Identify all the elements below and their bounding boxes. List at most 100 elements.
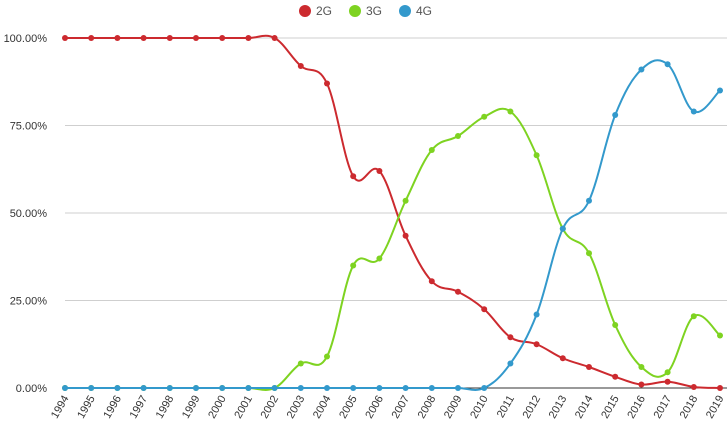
- series-line-4g: [64, 59, 721, 391]
- y-tick-label: 50.00%: [10, 208, 48, 220]
- data-point-3g-2007: [402, 197, 409, 204]
- data-point-4g-2013: [559, 225, 566, 232]
- legend-label-2g: 2G: [316, 4, 332, 18]
- data-point-4g-2000: [219, 385, 226, 391]
- data-point-4g-2014: [586, 197, 592, 204]
- series-2g: [62, 34, 723, 391]
- data-point-3g-2004: [324, 353, 330, 360]
- data-point-2g-2019: [717, 385, 723, 391]
- data-point-4g-2005: [350, 385, 357, 391]
- legend-swatch-3g: [349, 5, 361, 17]
- data-point-2g-2004: [324, 80, 330, 87]
- x-tick-label: 2001: [232, 394, 255, 421]
- y-tick-label: 0.00%: [16, 383, 47, 395]
- x-tick-label: 1999: [180, 394, 203, 421]
- y-tick-label: 25.00%: [10, 296, 48, 308]
- data-point-4g-2011: [507, 360, 514, 367]
- data-point-4g-2001: [245, 385, 252, 391]
- data-point-2g-1998: [166, 35, 173, 41]
- data-point-2g-2011: [507, 334, 514, 341]
- x-tick-label: 2004: [311, 394, 334, 421]
- data-point-3g-2016: [638, 364, 645, 370]
- x-tick-label: 2014: [573, 394, 596, 421]
- data-point-2g-2003: [297, 63, 304, 69]
- x-tick-label: 2005: [337, 394, 360, 421]
- data-point-4g-1994: [62, 385, 68, 391]
- data-point-2g-2014: [586, 364, 592, 370]
- x-tick-label: 2019: [704, 394, 727, 421]
- data-point-3g-2018: [690, 313, 697, 320]
- data-point-3g-2012: [533, 152, 540, 159]
- data-point-2g-1999: [193, 35, 199, 41]
- data-point-2g-2008: [428, 278, 435, 285]
- data-point-2g-2010: [481, 306, 488, 313]
- data-point-4g-1996: [114, 385, 121, 391]
- data-point-3g-2010: [481, 113, 488, 120]
- data-point-2g-2000: [219, 35, 226, 41]
- x-tick-label: 2002: [259, 394, 282, 421]
- legend-swatch-2g: [299, 5, 311, 17]
- data-point-3g-2019: [717, 332, 723, 339]
- data-point-2g-2018: [690, 383, 697, 390]
- data-point-4g-2018: [690, 108, 697, 115]
- data-point-3g-2006: [376, 255, 383, 262]
- data-point-4g-2006: [376, 385, 383, 391]
- data-point-4g-2007: [402, 385, 409, 391]
- x-tick-label: 2016: [625, 394, 648, 421]
- series-line-3g: [64, 107, 721, 391]
- data-point-2g-1995: [88, 35, 95, 41]
- data-point-2g-2012: [533, 341, 540, 348]
- x-axis: 1994 1995 1996 1997 1998 1999 2000 2001 2002 2003…: [49, 394, 727, 421]
- x-tick-label: 2006: [363, 394, 386, 421]
- data-point-4g-2009: [455, 385, 461, 391]
- data-point-4g-2019: [717, 87, 723, 94]
- data-point-4g-2002: [271, 385, 278, 391]
- data-point-4g-1997: [140, 385, 147, 391]
- data-point-2g-2013: [559, 355, 566, 362]
- data-point-3g-2011: [507, 108, 514, 115]
- y-tick-label: 75.00%: [10, 121, 48, 133]
- x-tick-label: 2000: [206, 394, 229, 421]
- y-tick-label: 100.00%: [4, 33, 48, 45]
- data-point-4g-2004: [324, 385, 330, 391]
- data-point-4g-1998: [166, 385, 173, 391]
- series-line-2g: [64, 34, 721, 389]
- data-point-2g-2006: [376, 168, 383, 174]
- legend-label-4g: 4G: [416, 4, 432, 18]
- data-point-3g-2017: [664, 369, 671, 376]
- data-point-4g-2016: [638, 66, 645, 73]
- data-point-4g-2010: [481, 385, 488, 391]
- x-tick-label: 1997: [128, 394, 151, 421]
- series-3g: [62, 107, 723, 391]
- data-point-4g-2015: [612, 112, 619, 118]
- data-point-2g-2002: [271, 35, 278, 41]
- legend-swatch-4g: [399, 5, 411, 17]
- data-point-2g-2001: [245, 35, 252, 41]
- data-point-4g-2012: [533, 311, 540, 318]
- data-point-4g-2017: [664, 61, 671, 68]
- data-point-2g-2005: [350, 173, 357, 180]
- data-point-2g-2016: [638, 381, 645, 388]
- data-point-3g-2015: [612, 322, 619, 328]
- x-tick-label: 1995: [75, 394, 98, 421]
- data-point-2g-2007: [402, 232, 409, 239]
- x-tick-label: 2011: [495, 394, 517, 420]
- data-point-2g-2009: [455, 288, 461, 295]
- legend: 2G 3G 4G: [299, 4, 432, 18]
- x-tick-label: 2017: [652, 394, 675, 421]
- x-tick-label: 2012: [521, 394, 544, 421]
- x-tick-label: 1998: [154, 394, 177, 421]
- data-point-3g-2003: [297, 360, 304, 367]
- data-point-4g-2003: [297, 385, 304, 391]
- data-point-4g-1995: [88, 385, 95, 391]
- x-tick-label: 2015: [599, 394, 622, 421]
- x-tick-label: 2018: [678, 394, 701, 421]
- series-layer: [62, 34, 723, 391]
- legend-label-3g: 3G: [366, 4, 382, 18]
- data-point-2g-1994: [62, 35, 68, 41]
- x-tick-label: 2007: [390, 394, 413, 421]
- data-point-3g-2014: [586, 250, 592, 257]
- data-point-2g-1996: [114, 35, 121, 41]
